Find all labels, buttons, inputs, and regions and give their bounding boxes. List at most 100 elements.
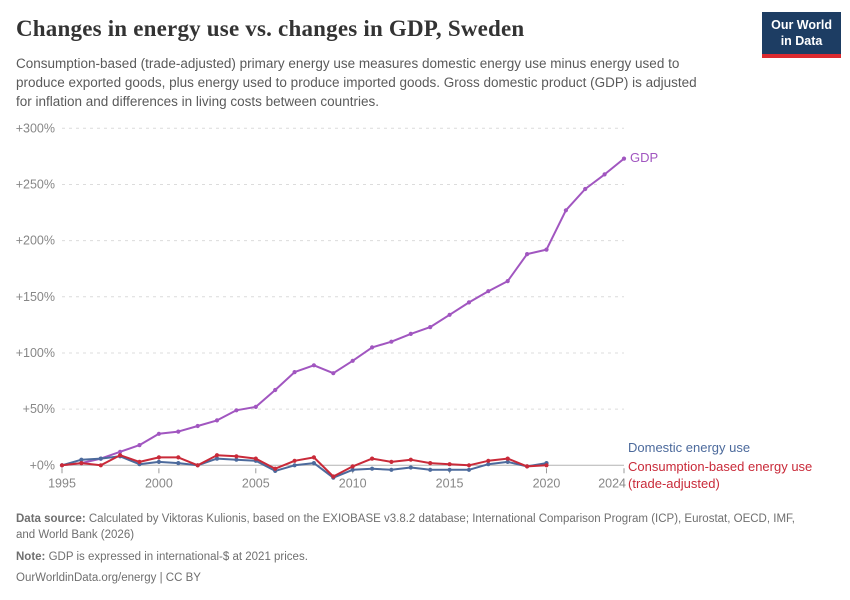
series-label-consumption-energy[interactable]: Consumption-based energy use (trade-adju… <box>628 459 850 493</box>
y-axis-tick-label: +0% <box>30 458 55 472</box>
data-point <box>525 464 530 469</box>
data-point <box>176 429 181 434</box>
data-point <box>311 455 316 460</box>
note-line: Note: GDP is expressed in international-… <box>16 549 798 565</box>
series-label-consumption-line1: Consumption-based energy use <box>628 459 813 474</box>
data-point <box>253 404 258 409</box>
data-point <box>156 431 161 436</box>
data-point <box>311 363 316 368</box>
data-point <box>447 462 452 467</box>
series-label-consumption-line2: (trade-adjusted) <box>628 475 720 491</box>
data-point <box>389 459 394 464</box>
data-point <box>389 467 394 472</box>
data-point <box>505 456 510 461</box>
series-label-gdp[interactable]: GDP <box>630 150 659 165</box>
owid-logo-line2: in Data <box>780 33 823 48</box>
data-source-label: Data source: <box>16 513 86 525</box>
data-point <box>156 459 161 464</box>
series-line-domestic-energy-use[interactable] <box>61 455 548 479</box>
data-point <box>79 461 84 466</box>
data-point <box>466 300 472 305</box>
series-line-consumption-based-energy-use-trade-adjusted[interactable] <box>61 454 548 478</box>
data-point <box>447 312 452 317</box>
data-point <box>98 463 103 468</box>
chart-subtitle: Consumption-based (trade-adjusted) prima… <box>16 56 697 110</box>
data-point <box>350 467 355 472</box>
owid-url-link[interactable]: OurWorldinData.org/energy <box>16 571 157 584</box>
data-point <box>486 458 491 463</box>
data-point <box>292 370 297 375</box>
chart-canvas: +0% +50% +100% +150% +200% +250% +300% 1995 2000… <box>16 121 627 490</box>
data-point <box>389 339 394 344</box>
data-point <box>176 455 181 460</box>
note-label: Note: <box>16 550 46 563</box>
y-axis-tick-label: +100% <box>16 346 55 360</box>
x-axis-tick-label: 2000 <box>145 476 173 490</box>
y-axis-tick-label: +200% <box>16 234 55 248</box>
series-line-gdp[interactable] <box>61 157 625 467</box>
data-point <box>292 458 297 463</box>
data-point <box>525 252 530 257</box>
data-point <box>137 459 142 464</box>
series-label-domestic-energy[interactable]: Domestic energy use <box>628 440 751 455</box>
data-point <box>234 457 239 462</box>
y-axis-tick-label: +250% <box>16 177 55 191</box>
data-point <box>273 466 278 471</box>
data-point <box>370 456 375 461</box>
data-point <box>350 464 355 469</box>
owid-logo: Our World in Data <box>762 12 841 59</box>
data-point <box>486 462 491 467</box>
data-point <box>621 156 627 161</box>
x-axis-tick-label: 2020 <box>533 476 561 490</box>
chart-footer: Data source: Calculated by Viktoras Kuli… <box>16 511 798 591</box>
x-axis-tick-label: 2010 <box>339 476 367 490</box>
data-point <box>234 408 239 413</box>
data-point <box>544 247 549 252</box>
data-point <box>98 456 103 461</box>
data-point <box>214 456 220 461</box>
y-axis-tick-label: +50% <box>23 402 55 416</box>
data-point <box>292 463 297 468</box>
data-point <box>408 465 413 470</box>
data-point <box>137 443 142 448</box>
data-point <box>118 449 123 454</box>
x-axis-tick-label: 2024 <box>598 476 626 490</box>
data-point <box>118 453 123 458</box>
data-point <box>156 455 161 460</box>
note-text: GDP is expressed in international-$ at 2… <box>45 550 308 563</box>
y-axis-tick-label: +150% <box>16 290 55 304</box>
data-point <box>505 459 510 464</box>
license-text: | CC BY <box>156 571 201 584</box>
data-point <box>466 463 472 468</box>
data-point <box>253 456 258 461</box>
x-axis-tick-label: 2005 <box>242 476 270 490</box>
data-point <box>486 289 491 294</box>
owid-logo-line1: Our World <box>771 18 832 32</box>
y-axis-tick-label: +300% <box>16 121 55 135</box>
data-point <box>214 418 220 423</box>
data-point <box>311 461 316 466</box>
data-point <box>195 463 200 468</box>
data-point <box>214 453 220 458</box>
page-title: Changes in energy use vs. changes in GDP… <box>16 16 525 41</box>
data-point <box>370 345 375 350</box>
data-point <box>544 463 549 468</box>
data-point <box>408 331 413 336</box>
data-source-text: Calculated by Viktoras Kulionis, based o… <box>16 513 795 542</box>
x-axis-tick-label: 1995 <box>48 476 76 490</box>
data-point <box>331 474 336 479</box>
data-point <box>408 457 413 462</box>
data-point <box>447 467 452 472</box>
data-point <box>350 358 355 363</box>
attribution-line: OurWorldinData.org/energy | CC BY <box>16 570 798 586</box>
data-point <box>563 208 569 213</box>
data-point <box>505 279 510 284</box>
data-point <box>234 454 239 459</box>
data-point <box>428 461 433 466</box>
data-source-line: Data source: Calculated by Viktoras Kuli… <box>16 511 798 544</box>
data-point <box>583 186 588 192</box>
data-point <box>602 172 607 177</box>
data-point <box>273 387 278 393</box>
data-point <box>331 371 336 376</box>
